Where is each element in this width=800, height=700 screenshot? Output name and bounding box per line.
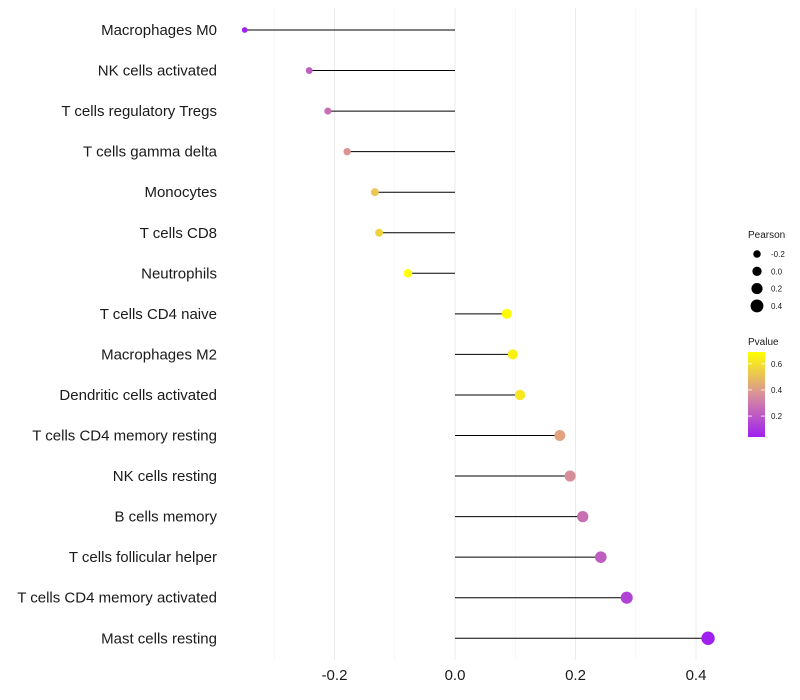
y-tick-label: T cells CD4 naive [100, 306, 217, 323]
y-tick-label: Dendritic cells activated [59, 387, 217, 404]
x-tick-label: 0.4 [686, 667, 707, 684]
lollipop-point [577, 510, 589, 523]
lollipop-point [701, 631, 715, 645]
x-tick-label: 0.2 [565, 667, 586, 684]
legend-size-key [751, 283, 763, 295]
lollipop-point [324, 107, 332, 115]
legend-size-label: 0.2 [771, 285, 783, 294]
y-tick-label: T cells CD8 [140, 225, 217, 242]
lollipop-point [305, 67, 313, 74]
y-tick-label: NK cells activated [98, 63, 217, 80]
y-tick-label: NK cells resting [113, 468, 217, 485]
lollipop-point [564, 470, 576, 482]
y-tick-label: Monocytes [144, 184, 217, 201]
x-tick-label: -0.2 [322, 667, 348, 684]
y-tick-label: B cells memory [114, 509, 217, 526]
legend-color-title: Pvalue [748, 337, 779, 348]
y-tick-label: Neutrophils [141, 265, 217, 282]
y-tick-label: Mast cells resting [101, 630, 217, 647]
lollipop-point [375, 228, 384, 237]
legend-size-label: 0.4 [771, 302, 783, 311]
y-tick-label: Macrophages M0 [101, 22, 217, 39]
legend-size-key [752, 266, 762, 276]
legend-size-label: -0.2 [771, 250, 785, 259]
legend-size-key [753, 250, 761, 258]
lollipop-point [514, 389, 526, 401]
y-tick-label: T cells CD4 memory resting [32, 428, 217, 445]
legend-size-title: Pearson [748, 230, 785, 241]
y-tick-label: T cells follicular helper [69, 549, 217, 566]
lollipop-point [507, 349, 518, 360]
colorbar-label: 0.6 [771, 360, 783, 369]
colorbar-label: 0.2 [771, 412, 783, 421]
lollipop-point [594, 551, 607, 563]
y-tick-label: T cells CD4 memory activated [17, 590, 217, 607]
y-tick-label: T cells gamma delta [83, 144, 218, 161]
x-tick-label: 0.0 [445, 667, 466, 684]
lollipop-point [343, 147, 351, 156]
y-tick-label: Macrophages M2 [101, 346, 217, 363]
legend-size-label: 0.0 [771, 267, 783, 276]
colorbar-label: 0.4 [771, 386, 783, 395]
lollipop-point [403, 269, 413, 278]
lollipop-point [241, 27, 248, 33]
lollipop-point [501, 308, 512, 319]
y-tick-label: T cells regulatory Tregs [61, 103, 217, 120]
lollipop-point [370, 188, 379, 197]
lollipop-point [554, 430, 566, 441]
legend-size-key [750, 299, 764, 313]
colorbar [748, 352, 765, 437]
lollipop-point [620, 591, 633, 604]
